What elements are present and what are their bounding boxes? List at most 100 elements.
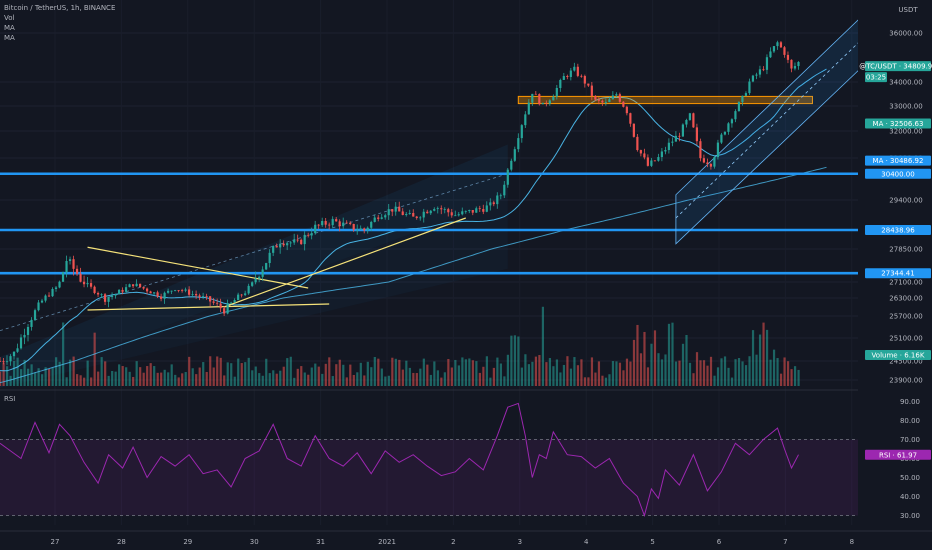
volume-bar: [244, 362, 247, 386]
symbol-title[interactable]: Bitcoin / TetherUS, 1h, BINANCE: [4, 4, 116, 12]
ma-slow-tag-bg: [865, 155, 931, 166]
volume-bar: [685, 335, 688, 386]
candle-body: [117, 289, 121, 295]
price-tick-34000: 34000.00: [889, 79, 922, 87]
volume-bar: [716, 367, 720, 386]
ma-fast-line: [0, 68, 827, 372]
volume-bar: [275, 373, 278, 386]
candle-body: [653, 160, 656, 162]
volume-bar: [209, 356, 212, 386]
volume-bar: [699, 360, 702, 386]
volume-bar: [422, 358, 425, 386]
candle-body: [195, 294, 198, 296]
level-tag-support-28400-bg: [865, 225, 931, 235]
candle-body: [373, 217, 376, 222]
volume-bar: [352, 374, 355, 386]
volume-bar: [713, 375, 716, 386]
candle-body: [412, 212, 415, 217]
level-tag-support-27300-bg: [865, 268, 931, 279]
volume-bar: [342, 364, 345, 386]
candle-body: [482, 209, 485, 212]
indicator-ma-2[interactable]: MA: [4, 34, 15, 42]
candle-body: [72, 259, 75, 269]
volume-bar: [657, 353, 660, 386]
volume-bar: [226, 362, 229, 386]
volume-bar: [286, 358, 289, 386]
indicator-ma-1[interactable]: MA: [4, 24, 15, 32]
candle-body: [275, 245, 278, 248]
volume-bar: [405, 360, 408, 386]
candle-body: [415, 216, 418, 218]
candle-body: [688, 113, 692, 120]
volume-bar: [545, 362, 548, 386]
volume-bar: [590, 357, 594, 386]
triangle-upper-line: [87, 246, 309, 289]
volume-bar: [314, 363, 317, 386]
candle-body: [26, 326, 30, 335]
volume-bar: [370, 367, 373, 386]
candle-body: [100, 294, 103, 296]
volume-bar: [258, 373, 261, 386]
candle-body: [748, 81, 751, 94]
time-tick-28: 28: [117, 538, 126, 546]
level-tag-support-30400: 30400.00: [881, 170, 914, 178]
volume-bar: [146, 366, 149, 386]
candle-body: [426, 211, 429, 214]
time-axis[interactable]: 27 28 29 30 31 2021 2 3 4 5 6 7 8: [0, 530, 932, 546]
volume-bar: [328, 357, 331, 386]
candle-body: [702, 158, 706, 163]
candle-body: [531, 93, 534, 103]
candle-body: [674, 135, 677, 142]
volume-bar: [681, 343, 685, 386]
volume-bar: [177, 377, 180, 386]
regression-channel-old: [0, 144, 508, 388]
candle-body: [405, 213, 408, 215]
volume-bar: [576, 365, 580, 386]
candle-body: [685, 119, 688, 125]
candle-body: [580, 75, 583, 77]
price-tick-29400: 29400.00: [889, 197, 922, 205]
candle-body: [590, 85, 593, 96]
candle-body: [758, 69, 762, 75]
candle-body: [524, 114, 527, 126]
candle-body: [356, 229, 359, 231]
volume-bar: [629, 361, 632, 386]
volume-tag-bg: [865, 350, 931, 360]
candle-body: [202, 296, 205, 297]
candle-body: [506, 169, 509, 185]
candle-body: [363, 228, 366, 231]
candle-body: [667, 142, 670, 151]
volume-bar: [419, 368, 422, 386]
volume-bar: [48, 368, 51, 386]
volume-bar: [524, 354, 527, 386]
volume-bar: [174, 374, 177, 386]
volume-bar: [541, 306, 545, 386]
candle-body: [461, 211, 464, 215]
volume-bar: [615, 361, 618, 386]
volume-bar: [727, 367, 730, 386]
candle-body: [223, 308, 226, 314]
volume-bar: [510, 335, 513, 386]
regression-midline: [0, 173, 508, 332]
volume-bar: [51, 367, 54, 386]
indicator-vol[interactable]: Vol: [4, 14, 15, 22]
rsi-title: RSI: [4, 395, 15, 403]
candle-body: [198, 295, 201, 297]
rsi-tick-40: 40.00: [900, 493, 920, 501]
volume-bar: [289, 356, 292, 386]
volume-bar: [531, 361, 534, 386]
volume-bar: [44, 367, 47, 386]
volume-bar: [748, 356, 751, 386]
volume-bar: [790, 369, 793, 386]
volume-bar: [100, 357, 103, 386]
volume-bar: [331, 376, 334, 386]
volume-bar: [254, 366, 257, 386]
volume-bar: [569, 368, 573, 386]
candle-body: [755, 74, 758, 76]
candle-body: [19, 337, 23, 349]
candle-body: [366, 227, 369, 231]
volume-bar: [62, 322, 65, 386]
candle-body: [555, 88, 558, 97]
volume-bar: [562, 364, 566, 386]
